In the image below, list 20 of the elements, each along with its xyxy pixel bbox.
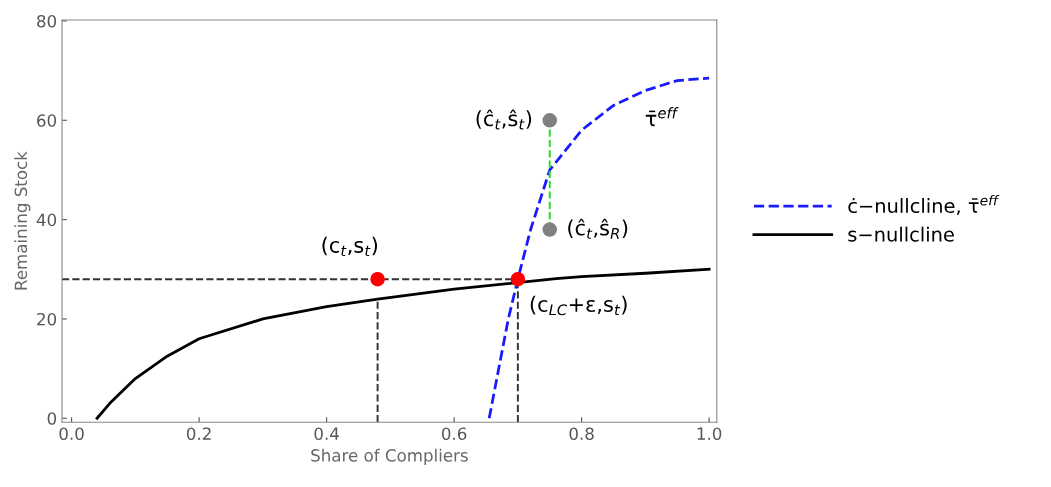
- x-axis-title: Share of Compliers: [311, 448, 468, 465]
- y-tick-label: 20: [37, 312, 57, 326]
- annotation: (ĉ$_{t}$,ŝ$_{t}$): [476, 109, 532, 130]
- y-tick-label: 40: [36, 213, 57, 227]
- annotation: τ̄$^{eff}$: [645, 107, 679, 127]
- annotation: (ĉ$_{t}$,ŝ$_{R}$): [568, 218, 628, 239]
- legend-label: s−nullcline: [848, 226, 954, 242]
- y-tick-label: 60: [37, 114, 57, 127]
- x-tick-label: 0.0: [59, 427, 84, 440]
- x-tick-label: 1.0: [697, 427, 722, 440]
- x-tick-label: 0.4: [314, 427, 339, 440]
- x-tick-label: 0.8: [569, 427, 594, 440]
- legend-label: ċ−nullcline, τ̄$^{eff}$: [848, 195, 1000, 216]
- annotation: (c$_{t}$,s$_{t}$): [322, 236, 378, 257]
- y-tick-label: 0: [47, 412, 57, 425]
- annotation: (c$_{LC}$+ε,s$_{t}$): [530, 295, 627, 316]
- x-tick-label: 0.2: [186, 427, 211, 440]
- y-tick-label: 80: [37, 14, 57, 28]
- x-tick-label: 0.6: [441, 427, 467, 440]
- y-axis-title: Remaining Stock: [14, 151, 31, 290]
